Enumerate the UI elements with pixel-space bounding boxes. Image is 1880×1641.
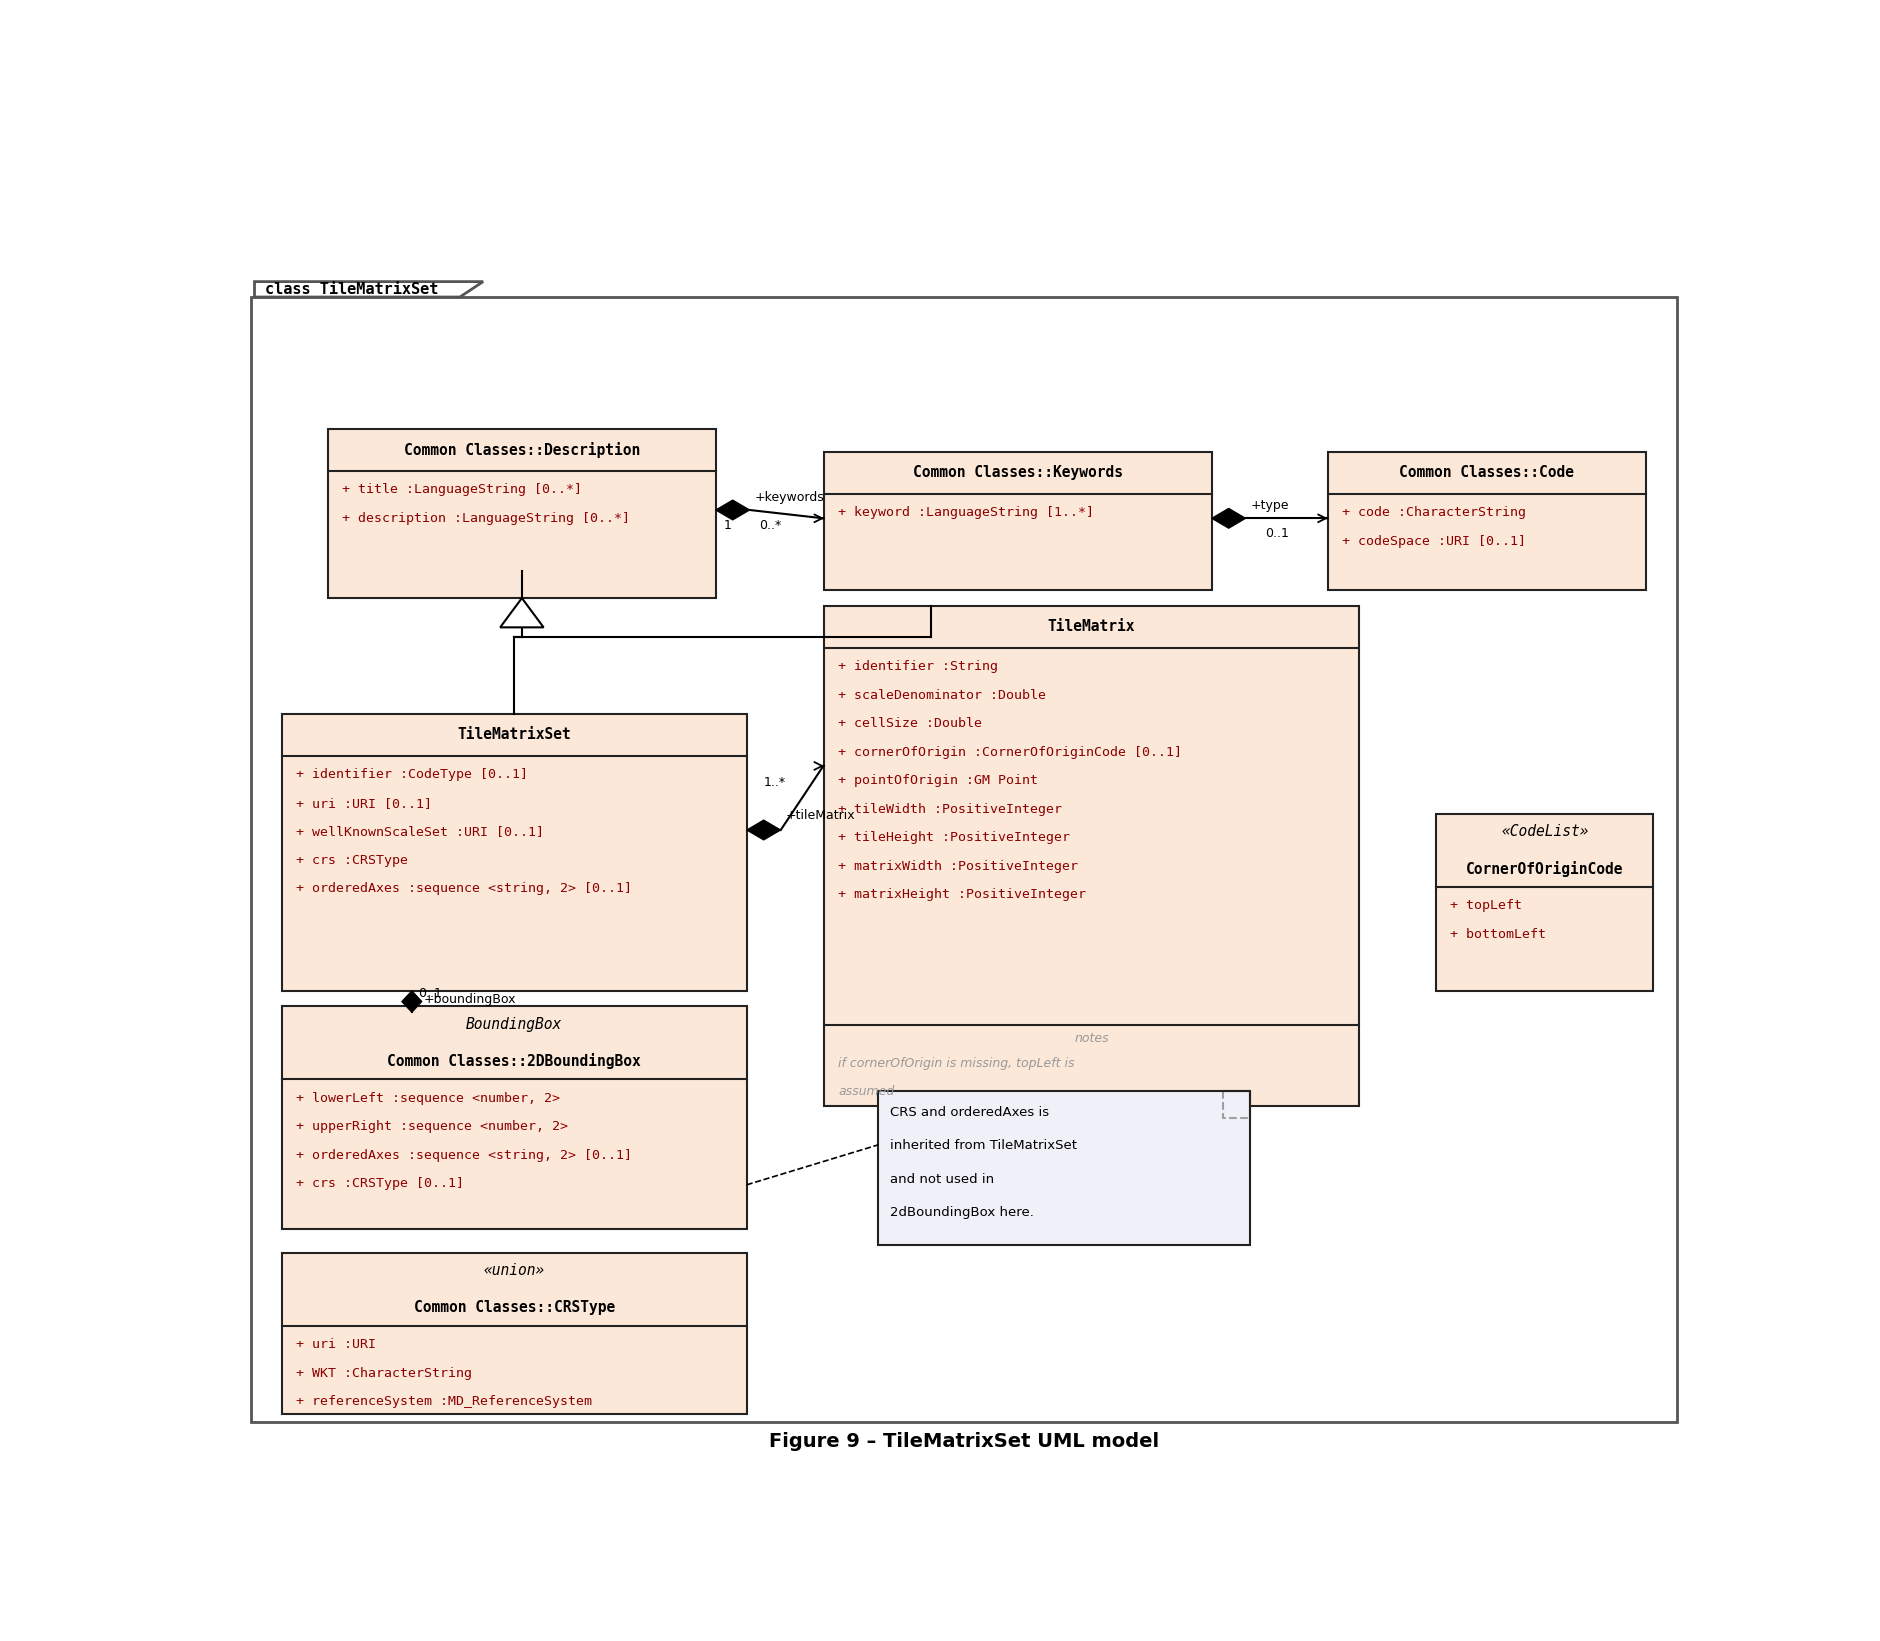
Text: 1: 1 xyxy=(724,519,731,532)
Text: + wellKnownScaleSet :URI [0..1]: + wellKnownScaleSet :URI [0..1] xyxy=(295,825,543,839)
Text: CornerOfOriginCode: CornerOfOriginCode xyxy=(1465,860,1622,876)
Bar xyxy=(878,1091,1250,1246)
Text: notes: notes xyxy=(1073,1032,1107,1045)
Text: + crs :CRSType [0..1]: + crs :CRSType [0..1] xyxy=(295,1177,462,1190)
Text: CRS and orderedAxes is: CRS and orderedAxes is xyxy=(889,1106,1049,1119)
Text: class TileMatrixSet: class TileMatrixSet xyxy=(265,282,438,297)
Text: +boundingBox: +boundingBox xyxy=(423,993,515,1006)
Text: + cornerOfOrigin :CornerOfOriginCode [0..1]: + cornerOfOrigin :CornerOfOriginCode [0.… xyxy=(838,747,1181,758)
Text: + scaleDenominator :Double: + scaleDenominator :Double xyxy=(838,689,1045,702)
Text: «CodeList»: «CodeList» xyxy=(1500,824,1589,840)
Text: Figure 9 – TileMatrixSet UML model: Figure 9 – TileMatrixSet UML model xyxy=(769,1431,1158,1451)
Text: 2dBoundingBox here.: 2dBoundingBox here. xyxy=(889,1206,1034,1219)
Text: + referenceSystem :MD_ReferenceSystem: + referenceSystem :MD_ReferenceSystem xyxy=(295,1395,592,1408)
Text: + bottomLeft: + bottomLeft xyxy=(1449,927,1545,940)
Bar xyxy=(1436,814,1653,991)
Polygon shape xyxy=(254,282,483,297)
Text: + title :LanguageString [0..*]: + title :LanguageString [0..*] xyxy=(342,484,581,496)
Text: Common Classes::Code: Common Classes::Code xyxy=(1399,466,1574,481)
Bar xyxy=(1327,451,1645,591)
Text: if cornerOfOrigin is missing, topLeft is: if cornerOfOrigin is missing, topLeft is xyxy=(838,1057,1073,1070)
Text: + upperRight :sequence <number, 2>: + upperRight :sequence <number, 2> xyxy=(295,1121,568,1134)
Text: +type: +type xyxy=(1250,499,1288,512)
Text: + tileWidth :PositiveInteger: + tileWidth :PositiveInteger xyxy=(838,802,1062,816)
Bar xyxy=(823,451,1211,591)
Text: + lowerLeft :sequence <number, 2>: + lowerLeft :sequence <number, 2> xyxy=(295,1091,558,1104)
Polygon shape xyxy=(500,597,543,627)
Text: «union»: «union» xyxy=(483,1264,545,1278)
Text: + orderedAxes :sequence <string, 2> [0..1]: + orderedAxes :sequence <string, 2> [0..… xyxy=(295,883,632,896)
Text: Common Classes::CRSType: Common Classes::CRSType xyxy=(414,1300,615,1314)
Text: 0..1: 0..1 xyxy=(417,986,442,999)
Text: + matrixHeight :PositiveInteger: + matrixHeight :PositiveInteger xyxy=(838,888,1085,901)
Text: + WKT :CharacterString: + WKT :CharacterString xyxy=(295,1367,472,1380)
Text: + orderedAxes :sequence <string, 2> [0..1]: + orderedAxes :sequence <string, 2> [0..… xyxy=(295,1149,632,1162)
Polygon shape xyxy=(1211,509,1245,528)
Text: + crs :CRSType: + crs :CRSType xyxy=(295,853,408,866)
Text: assumed: assumed xyxy=(838,1085,893,1098)
Text: TileMatrixSet: TileMatrixSet xyxy=(457,727,572,742)
Text: inherited from TileMatrixSet: inherited from TileMatrixSet xyxy=(889,1139,1077,1152)
Text: + uri :URI [0..1]: + uri :URI [0..1] xyxy=(295,798,431,809)
Text: + keyword :LanguageString [1..*]: + keyword :LanguageString [1..*] xyxy=(838,507,1094,520)
Text: TileMatrix: TileMatrix xyxy=(1047,619,1136,635)
Bar xyxy=(282,714,746,991)
Text: BoundingBox: BoundingBox xyxy=(466,1017,562,1032)
Text: Common Classes::2DBoundingBox: Common Classes::2DBoundingBox xyxy=(387,1054,641,1068)
Bar xyxy=(327,428,714,597)
Text: +keywords: +keywords xyxy=(754,491,823,504)
Polygon shape xyxy=(402,991,421,1012)
Polygon shape xyxy=(714,501,750,520)
Bar xyxy=(823,606,1357,1106)
Text: 0..*: 0..* xyxy=(760,519,780,532)
Text: + description :LanguageString [0..*]: + description :LanguageString [0..*] xyxy=(342,512,630,525)
Text: + uri :URI: + uri :URI xyxy=(295,1337,376,1351)
Text: + topLeft: + topLeft xyxy=(1449,899,1521,912)
Text: + cellSize :Double: + cellSize :Double xyxy=(838,717,981,730)
Polygon shape xyxy=(746,820,780,840)
Text: + tileHeight :PositiveInteger: + tileHeight :PositiveInteger xyxy=(838,832,1070,845)
Bar xyxy=(282,1252,746,1415)
Text: +tileMatrix: +tileMatrix xyxy=(786,809,855,822)
Text: + matrixWidth :PositiveInteger: + matrixWidth :PositiveInteger xyxy=(838,860,1077,873)
Text: + code :CharacterString: + code :CharacterString xyxy=(1340,507,1525,520)
Text: + pointOfOrigin :GM Point: + pointOfOrigin :GM Point xyxy=(838,775,1038,788)
Text: Common Classes::Description: Common Classes::Description xyxy=(404,441,639,458)
Text: + identifier :String: + identifier :String xyxy=(838,660,998,673)
Text: + identifier :CodeType [0..1]: + identifier :CodeType [0..1] xyxy=(295,768,526,781)
Text: 1..*: 1..* xyxy=(763,776,786,789)
Text: and not used in: and not used in xyxy=(889,1173,995,1185)
Text: 0..1: 0..1 xyxy=(1265,527,1288,540)
Text: Common Classes::Keywords: Common Classes::Keywords xyxy=(912,466,1122,481)
Bar xyxy=(282,1006,746,1229)
Bar xyxy=(250,297,1677,1423)
Text: + codeSpace :URI [0..1]: + codeSpace :URI [0..1] xyxy=(1340,535,1525,548)
